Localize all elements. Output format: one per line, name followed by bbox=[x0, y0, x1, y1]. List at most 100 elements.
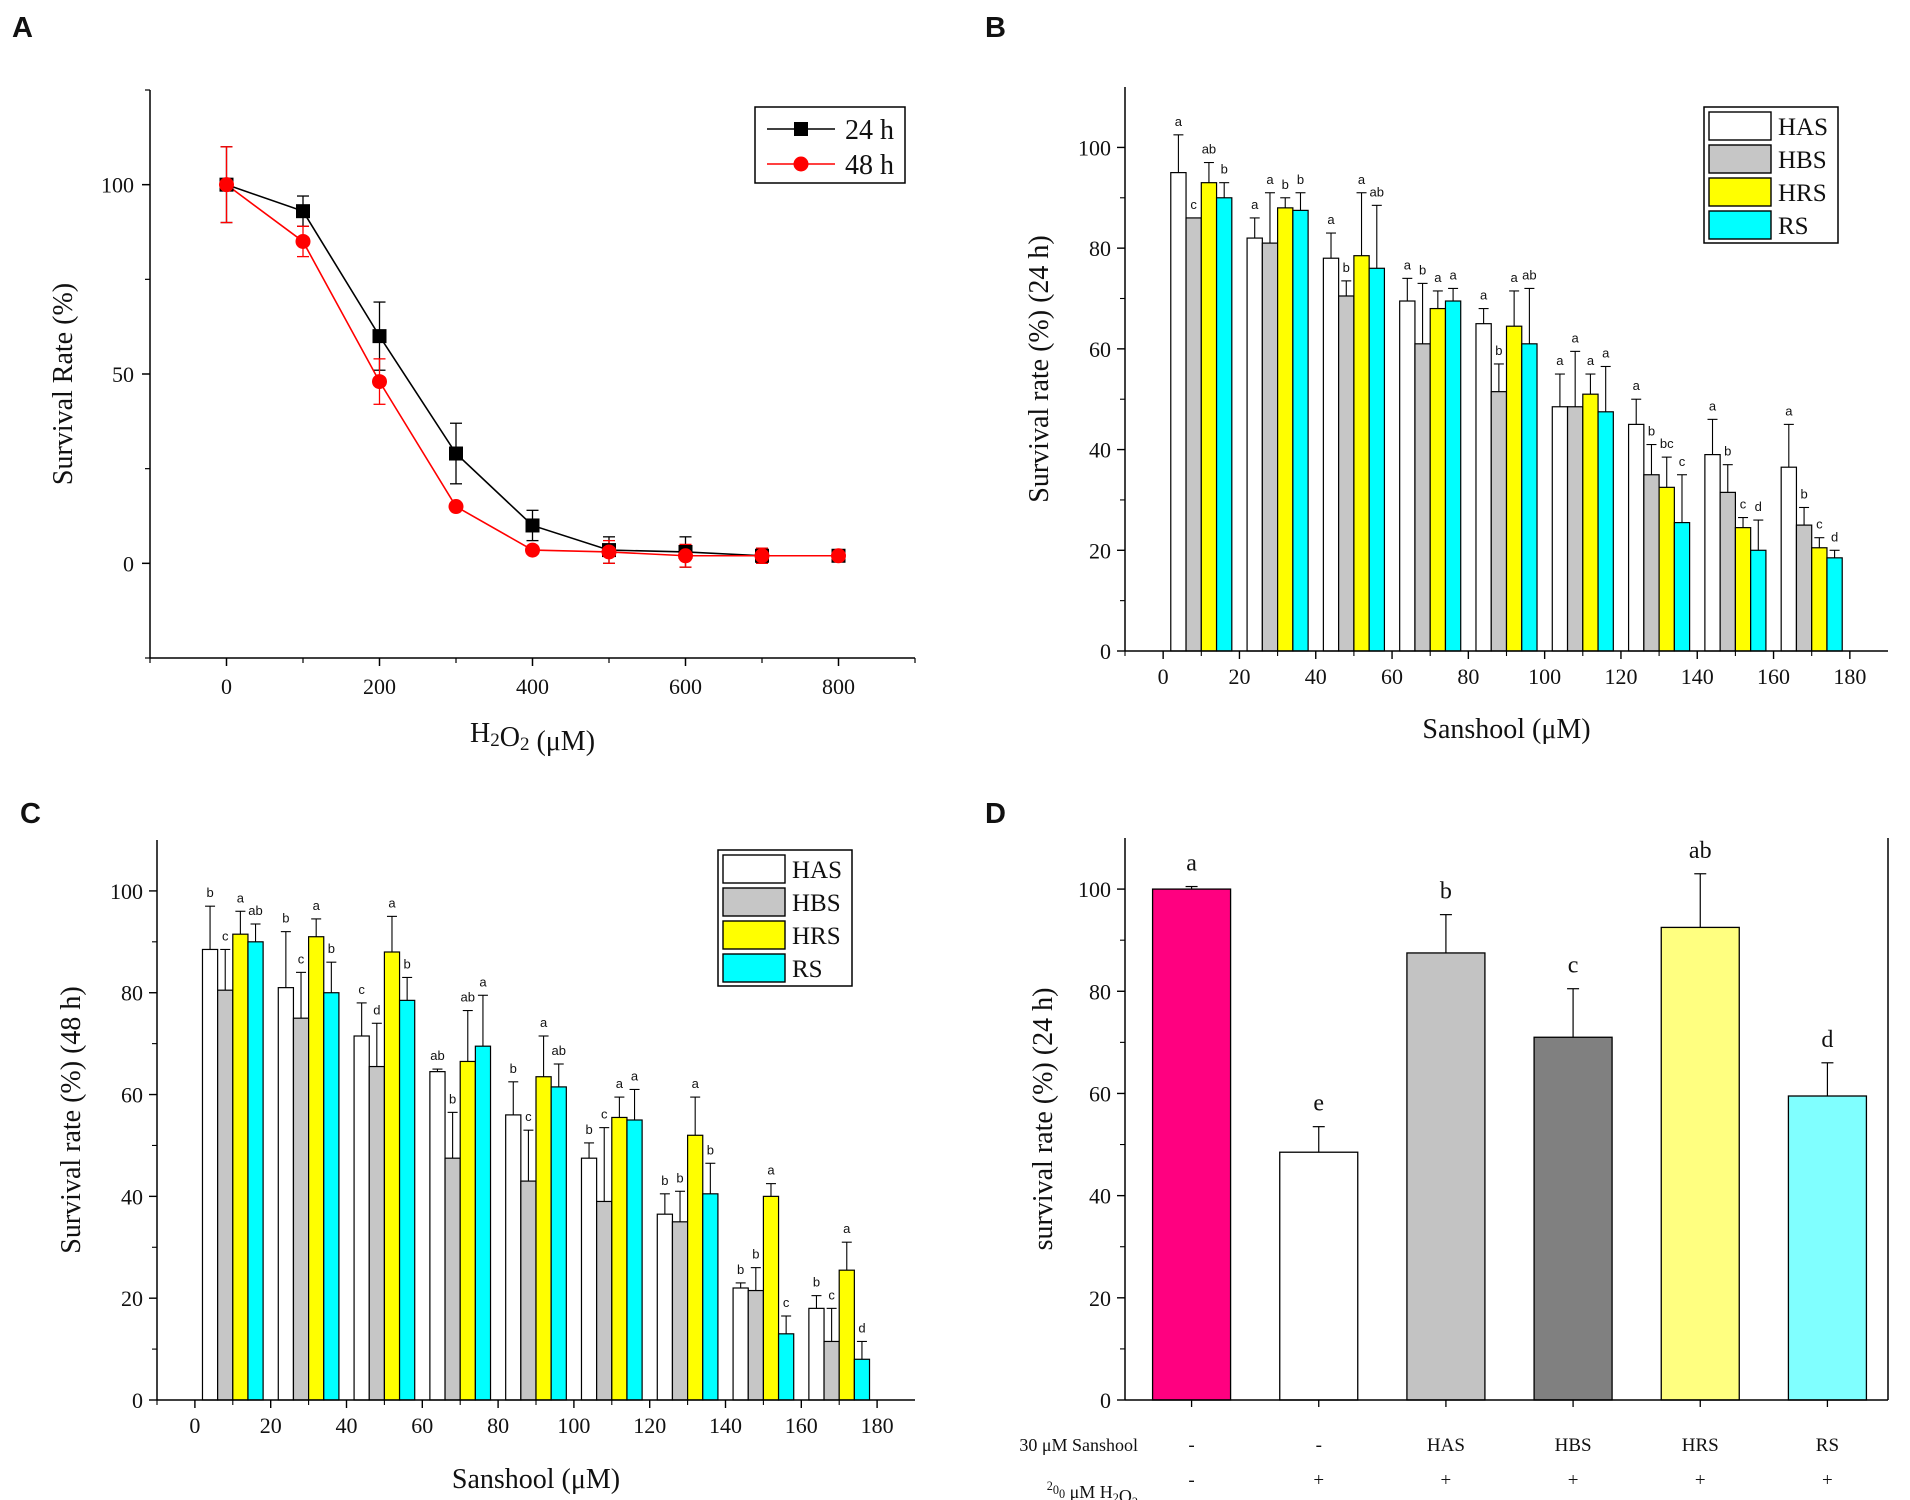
significance-letter: ab bbox=[430, 1048, 444, 1063]
x-tick-label: 0 bbox=[189, 1413, 200, 1438]
y-tick-label: 80 bbox=[121, 981, 143, 1006]
row2-value: + bbox=[1441, 1470, 1452, 1491]
significance-letter: b bbox=[282, 911, 289, 926]
bar-6 bbox=[1787, 1095, 1868, 1401]
bar-4 bbox=[1533, 1036, 1613, 1401]
bar-has bbox=[808, 1307, 825, 1401]
x-tick-label: 80 bbox=[1457, 664, 1479, 689]
significance-letter: d bbox=[373, 1002, 380, 1017]
significance-letter: e bbox=[1313, 1091, 1324, 1117]
bar-has bbox=[1704, 454, 1721, 652]
bar-1 bbox=[1151, 888, 1232, 1401]
bar-hbs bbox=[1261, 242, 1279, 652]
bar-hbs bbox=[292, 1017, 310, 1401]
legend-swatch-hbs bbox=[722, 887, 786, 917]
data-point-48h bbox=[754, 548, 770, 564]
bar-rs bbox=[702, 1193, 719, 1401]
bar-has bbox=[1475, 323, 1492, 652]
row2-value: - bbox=[1188, 1470, 1194, 1491]
bar-has bbox=[656, 1213, 674, 1401]
significance-letter: a bbox=[1709, 398, 1717, 413]
row1-value: RS bbox=[1816, 1435, 1839, 1456]
row2-value: + bbox=[1822, 1470, 1833, 1491]
bar-rs bbox=[1368, 267, 1386, 652]
series-line-24h bbox=[226, 183, 839, 557]
legend-label-hbs: HBS bbox=[792, 890, 841, 917]
panel-label-a: A bbox=[12, 12, 33, 44]
bar-rs bbox=[777, 1333, 795, 1401]
bar-hbs bbox=[1414, 343, 1431, 652]
legend-swatch-rs bbox=[1708, 210, 1772, 240]
y-tick-label: 100 bbox=[1078, 877, 1111, 902]
data-point-48h bbox=[525, 542, 540, 558]
y-axis-label-d: survival rate (%) (24 h) bbox=[1028, 988, 1059, 1251]
row1-value: - bbox=[1316, 1435, 1322, 1456]
x-tick-label-a: 400 bbox=[516, 674, 549, 699]
bar-rs bbox=[1292, 209, 1309, 652]
bar-has bbox=[201, 948, 219, 1401]
bar-has bbox=[1551, 406, 1569, 652]
bar-hbs bbox=[1185, 217, 1202, 652]
bar-rs bbox=[1215, 197, 1233, 652]
legend-swatch-hrs bbox=[1708, 177, 1772, 207]
panel-d-chart: a e b c ab d 0 20 40 60 80 100 survival rate (%) (24… bbox=[1019, 838, 1889, 1500]
y-tick-label-a: 50 bbox=[112, 362, 134, 387]
x-tick-label-a: 800 bbox=[822, 674, 855, 699]
significance-letter: b bbox=[1724, 444, 1731, 459]
bar-hrs bbox=[686, 1134, 704, 1401]
bar-has bbox=[1322, 257, 1340, 652]
significance-letter: a bbox=[767, 1163, 775, 1178]
y-axis-label-c: Survival rate (%) (48 h) bbox=[56, 986, 87, 1253]
legend-label-has: HAS bbox=[792, 857, 842, 884]
legend-label: 48 h bbox=[845, 150, 894, 181]
significance-letter: ab bbox=[1370, 184, 1384, 199]
y-tick-label: 100 bbox=[110, 879, 143, 904]
bar-rs bbox=[1750, 549, 1767, 652]
row2-value: + bbox=[1568, 1470, 1579, 1491]
x-tick-label-a: 200 bbox=[363, 674, 396, 699]
bar-hbs bbox=[1338, 295, 1355, 652]
significance-letter: ab bbox=[552, 1043, 566, 1058]
data-point-24h bbox=[372, 329, 387, 344]
significance-letter: a bbox=[1404, 257, 1412, 272]
x-tick-label: 20 bbox=[1228, 664, 1250, 689]
significance-letter: b bbox=[752, 1247, 759, 1262]
x-tick-label: 80 bbox=[487, 1413, 509, 1438]
series-line-48h bbox=[226, 184, 839, 557]
bar-rs bbox=[398, 999, 416, 1401]
significance-letter: a bbox=[1434, 270, 1442, 285]
significance-letter: b bbox=[661, 1173, 668, 1188]
x-tick-label: 0 bbox=[1158, 664, 1169, 689]
significance-letter: b bbox=[1221, 162, 1228, 177]
legend-label-rs: RS bbox=[1778, 213, 1809, 240]
bar-rs bbox=[550, 1086, 567, 1401]
significance-letter: a bbox=[1251, 197, 1259, 212]
x-axis-label-b: Sanshool (μM) bbox=[1422, 714, 1590, 745]
bar-has bbox=[277, 987, 295, 1401]
bar-has bbox=[1780, 466, 1798, 652]
bar-rs bbox=[1673, 521, 1691, 652]
x-tick-label: 40 bbox=[336, 1413, 358, 1438]
significance-letter: b bbox=[1343, 260, 1350, 275]
x-axis-label-c: Sanshool (μM) bbox=[452, 1464, 620, 1495]
significance-letter: c bbox=[1679, 454, 1686, 469]
x-tick-label: 120 bbox=[633, 1413, 666, 1438]
bar-rs bbox=[474, 1045, 492, 1401]
bar-hrs bbox=[1582, 393, 1599, 652]
x-tick-label: 20 bbox=[260, 1413, 282, 1438]
data-point-48h bbox=[372, 374, 387, 390]
x-tick-label-a: 600 bbox=[669, 674, 702, 699]
x-tick-label: 60 bbox=[1381, 664, 1403, 689]
bar-has bbox=[1399, 300, 1416, 652]
bar-hrs bbox=[1429, 307, 1447, 652]
row-label-sanshool: 30 μM Sanshool bbox=[1019, 1435, 1138, 1455]
significance-letter: a bbox=[1785, 403, 1793, 418]
legend-label: 24 h bbox=[845, 115, 894, 146]
bar-hrs bbox=[1734, 527, 1752, 652]
y-tick-label: 60 bbox=[1089, 337, 1111, 362]
bar-hrs bbox=[383, 951, 401, 1401]
significance-letter: a bbox=[1511, 270, 1519, 285]
significance-letter: b bbox=[1440, 879, 1452, 905]
significance-letter: a bbox=[313, 898, 321, 913]
